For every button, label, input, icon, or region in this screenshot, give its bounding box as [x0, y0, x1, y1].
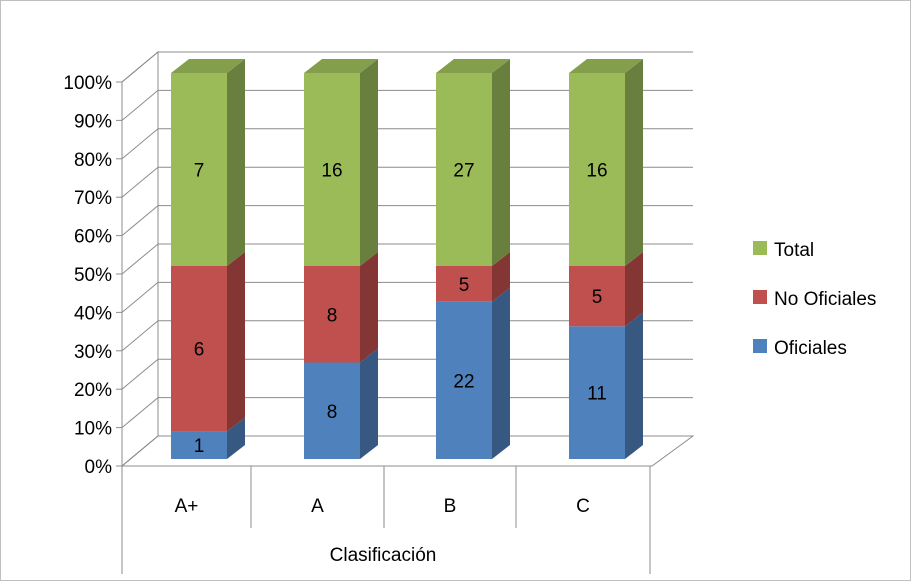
x-category-label: B	[444, 496, 457, 517]
bar-segment-front	[304, 73, 360, 266]
y-tick-label: 40%	[74, 303, 112, 324]
data-label: 16	[321, 161, 342, 182]
bar-segment-front	[171, 73, 227, 266]
data-label: 6	[194, 340, 205, 361]
bar-segment-side	[227, 252, 245, 432]
bar-segment-front	[436, 301, 492, 459]
gridline-side	[121, 128, 159, 160]
data-label: 8	[327, 305, 338, 326]
gridline-side	[121, 243, 159, 275]
y-tick-label: 30%	[74, 342, 112, 363]
data-label: 16	[586, 161, 607, 182]
bar-segment-side	[625, 252, 643, 327]
gridline-side	[121, 166, 159, 198]
bar-top-face	[436, 59, 510, 73]
bar-segment-front	[569, 326, 625, 459]
y-tick-label: 20%	[74, 380, 112, 401]
gridline-side	[121, 282, 159, 313]
bar-top-face	[171, 59, 245, 73]
bar-segment-side	[360, 252, 378, 363]
legend-label: No Oficiales	[774, 289, 876, 310]
x-axis-title: Clasificación	[330, 545, 437, 566]
bar-segment-side	[360, 59, 378, 266]
y-tick-label: 60%	[74, 227, 112, 248]
bar-segment-front	[171, 266, 227, 432]
bar-segment-front	[569, 266, 625, 327]
y-axis-ticks: 0% 10% 20% 30% 40% 50% 60% 70% 80% 90% 100%	[63, 73, 112, 478]
bars	[171, 59, 643, 459]
bar-segment-side	[492, 287, 510, 459]
bar-segment-front	[436, 73, 492, 266]
y-tick-label: 100%	[63, 73, 112, 94]
data-label: 1	[194, 436, 205, 457]
x-axis: A+ A B C	[121, 465, 651, 574]
bar-segment-side	[625, 59, 643, 266]
data-label: 5	[459, 275, 470, 296]
data-label: 27	[453, 161, 474, 182]
data-label: 11	[587, 384, 607, 405]
x-category-label: A	[311, 496, 324, 517]
bar-segment-front	[304, 266, 360, 363]
y-tick-label: 0%	[85, 457, 113, 478]
bar-segment-side	[625, 312, 643, 459]
data-label: 8	[327, 402, 338, 423]
x-category-label: C	[576, 496, 590, 517]
legend-label: Oficiales	[774, 338, 847, 359]
y-tick-label: 80%	[74, 150, 112, 171]
gridline-side	[121, 90, 159, 121]
bar-top-face	[569, 59, 643, 73]
legend-label: Total	[774, 240, 814, 261]
legend-swatch	[753, 241, 767, 255]
y-tick-label: 50%	[74, 265, 112, 286]
legend-swatch	[753, 290, 767, 304]
bar-segment-side	[492, 59, 510, 266]
gridline-side	[121, 205, 159, 236]
x-category-label: A+	[175, 496, 199, 517]
bar-segment-side	[227, 417, 245, 459]
legend: Total No Oficiales Oficiales	[753, 240, 876, 359]
data-label: 5	[592, 287, 603, 308]
gridline-side	[121, 397, 159, 428]
gridline-side	[121, 51, 159, 83]
bar-top-face	[304, 59, 378, 73]
gridline-side	[121, 358, 159, 390]
gridline-side	[121, 435, 159, 467]
legend-swatch	[753, 339, 767, 353]
bar-segment-side	[360, 348, 378, 459]
bar-segment-side	[492, 252, 510, 302]
bar-segment-side	[227, 59, 245, 266]
gridline-side	[121, 320, 159, 352]
bar-segment-front	[171, 431, 227, 459]
bar-segment-front	[569, 73, 625, 266]
bar-segment-front	[304, 362, 360, 459]
y-tick-label: 10%	[74, 419, 112, 440]
data-label: 22	[453, 371, 474, 392]
data-label: 7	[194, 161, 205, 182]
bar-segment-front	[436, 266, 492, 302]
y-tick-label: 70%	[74, 188, 112, 209]
y-tick-label: 90%	[74, 111, 112, 132]
